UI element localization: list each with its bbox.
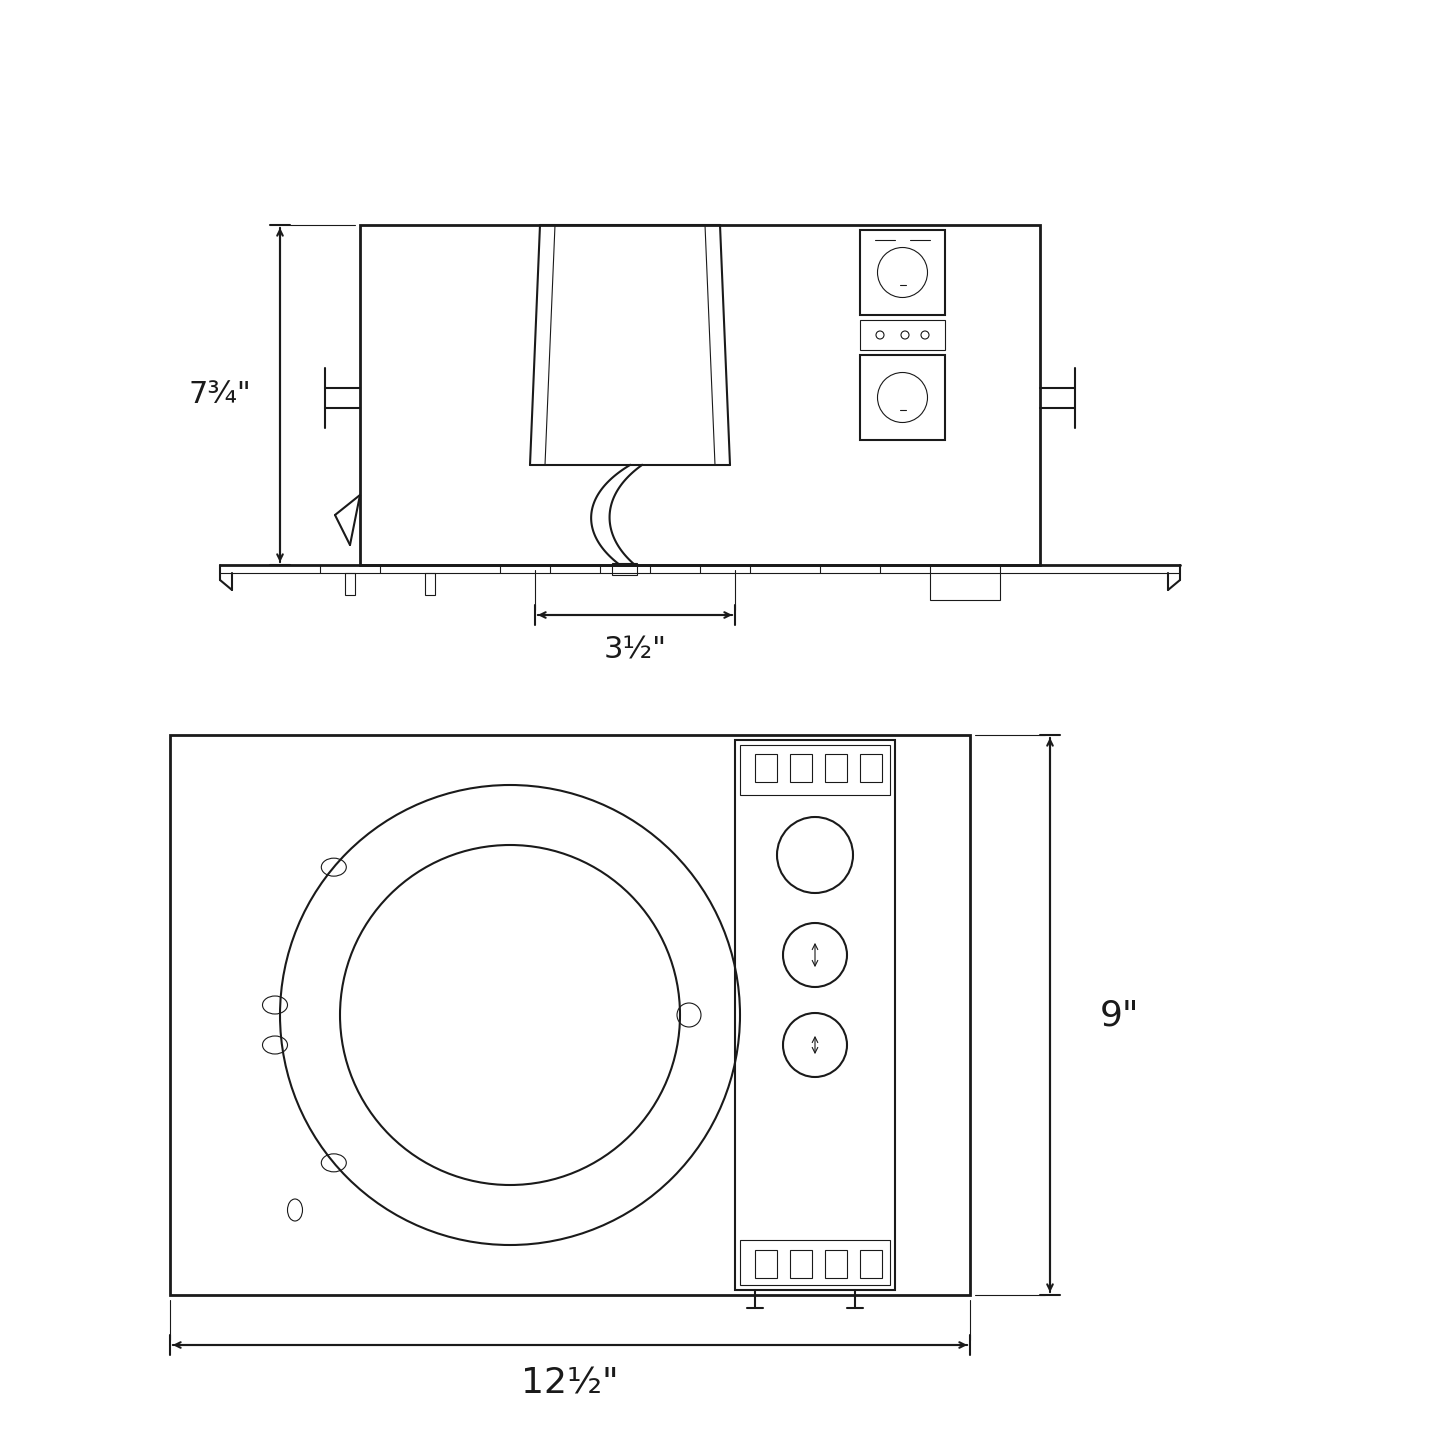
Bar: [825, 1250, 847, 1277]
Bar: [825, 754, 847, 782]
Text: 9": 9": [1100, 998, 1140, 1032]
Bar: [860, 1250, 881, 1277]
Bar: [345, 574, 355, 595]
Bar: [754, 754, 777, 782]
Bar: [860, 355, 945, 439]
Text: 3½": 3½": [604, 636, 666, 665]
Text: 12½": 12½": [522, 1366, 618, 1400]
Bar: [736, 740, 894, 1290]
Bar: [740, 746, 890, 795]
Bar: [613, 564, 637, 575]
Bar: [171, 736, 970, 1295]
Bar: [790, 1250, 812, 1277]
Bar: [425, 574, 435, 595]
Bar: [790, 754, 812, 782]
Bar: [860, 754, 881, 782]
Bar: [931, 565, 1000, 600]
Bar: [860, 319, 945, 350]
Bar: [740, 1240, 890, 1285]
Bar: [860, 230, 945, 315]
Bar: [754, 1250, 777, 1277]
Bar: [360, 225, 1040, 565]
Text: 7¾": 7¾": [189, 380, 251, 409]
